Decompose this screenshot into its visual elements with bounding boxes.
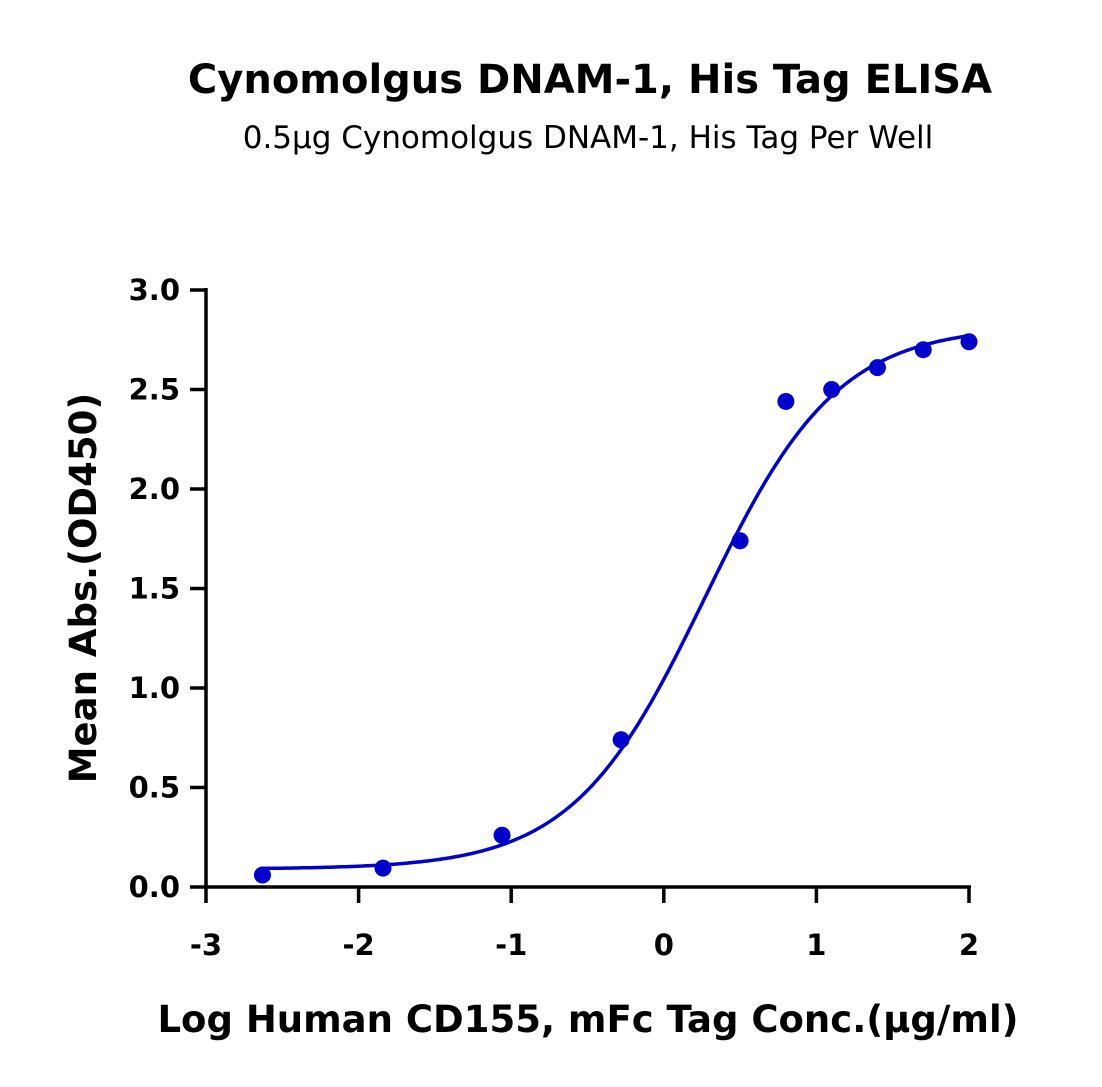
- y-tick-label: 0.5: [129, 771, 180, 805]
- data-point: [777, 392, 795, 410]
- data-point: [612, 731, 630, 749]
- data-point: [493, 826, 511, 844]
- x-tick-label: -2: [342, 928, 374, 962]
- y-tick-label: 1.5: [129, 572, 180, 606]
- y-axis-label: Mean Abs.(OD450): [62, 393, 105, 784]
- x-tick-label: 1: [806, 928, 826, 962]
- y-tick-label: 0.0: [129, 870, 180, 904]
- data-point: [868, 359, 886, 377]
- axes: -3 -2 -1 0 1 2 0.0 0.5 1.0 1.5 2.0 2.5 3.0: [129, 273, 979, 962]
- data-point: [914, 341, 932, 359]
- chart-title: Cynomolgus DNAM-1, His Tag ELISA: [188, 57, 992, 103]
- data-point: [731, 532, 749, 550]
- data-point: [823, 381, 841, 398]
- x-tick-label: -1: [495, 928, 527, 962]
- y-tick-label: 2.0: [129, 472, 180, 506]
- y-tick-label: 1.0: [129, 671, 180, 705]
- data-points: [253, 333, 978, 884]
- y-tick-label: 2.5: [129, 373, 180, 407]
- chart-subtitle: 0.5μg Cynomolgus DNAM-1, His Tag Per Wel…: [243, 120, 934, 156]
- x-axis-label: Log Human CD155, mFc Tag Conc.(μg/ml): [157, 998, 1018, 1041]
- data-point: [253, 866, 271, 884]
- y-tick-label: 3.0: [129, 273, 180, 307]
- data-point: [374, 859, 392, 877]
- x-tick-label: 2: [959, 928, 979, 962]
- x-tick-label: 0: [654, 928, 674, 962]
- fit-curve: [262, 334, 968, 871]
- x-tick-label: -3: [190, 928, 222, 962]
- data-point: [960, 333, 978, 351]
